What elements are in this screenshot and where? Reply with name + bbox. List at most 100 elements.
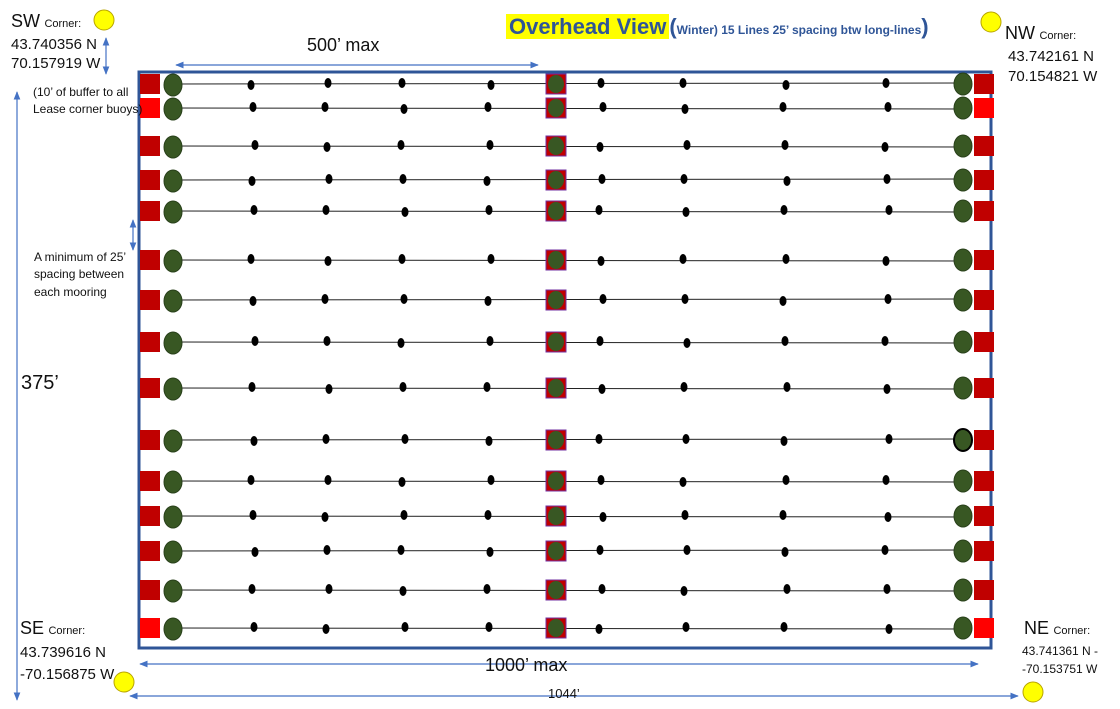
longline-buoy — [251, 336, 259, 346]
west-anchor-marker — [140, 471, 160, 491]
longline-buoy — [681, 104, 689, 114]
west-anchor-marker — [140, 541, 160, 561]
east-anchor-marker — [974, 170, 994, 190]
longline-row — [140, 96, 994, 121]
longline-buoy — [882, 256, 890, 266]
longline-row — [140, 578, 994, 603]
longline-buoy — [251, 140, 259, 150]
center-mooring-buoy — [548, 171, 564, 189]
center-mooring-buoy — [548, 507, 564, 525]
west-mooring-buoy — [163, 429, 183, 453]
east-mooring-buoy — [953, 330, 973, 354]
sw-corner-lon: 70.157919 W — [11, 55, 101, 72]
longline-buoy — [401, 434, 409, 444]
longline-buoy — [322, 205, 330, 215]
east-anchor-marker — [974, 430, 994, 450]
west-anchor-marker — [140, 506, 160, 526]
west-mooring-buoy — [163, 249, 183, 273]
longline-buoy — [485, 205, 493, 215]
nw-corner-label: NW — [1005, 23, 1035, 43]
west-mooring-buoy — [163, 135, 183, 159]
center-mooring-buoy — [548, 75, 564, 93]
east-anchor-marker — [974, 332, 994, 352]
title-highlight: Overhead View — [506, 14, 670, 39]
longline-buoy — [397, 545, 405, 555]
west-anchor-marker — [140, 332, 160, 352]
west-anchor-marker — [140, 618, 160, 638]
height-label: 375’ — [21, 372, 59, 394]
title-subtitle: Winter) 15 Lines 25’ spacing btw long-li… — [676, 23, 922, 37]
longline-row — [140, 428, 994, 453]
west-anchor-marker — [140, 136, 160, 156]
longline — [171, 82, 963, 85]
longline-buoy — [324, 475, 332, 485]
longline — [171, 298, 963, 301]
east-anchor-marker — [974, 618, 994, 638]
dimension-arrows — [13, 37, 1019, 701]
longline-buoy — [881, 336, 889, 346]
west-anchor-marker — [140, 98, 160, 118]
longline-buoy — [599, 102, 607, 112]
west-anchor-marker — [140, 580, 160, 600]
center-mooring-buoy — [548, 99, 564, 117]
west-anchor-marker — [140, 201, 160, 221]
longline-buoy — [683, 140, 691, 150]
longline-buoy — [248, 176, 256, 186]
longline-buoy — [597, 78, 605, 88]
longline-buoy — [325, 174, 333, 184]
width-half-label: 500’ max — [307, 35, 380, 55]
longline-buoy — [780, 205, 788, 215]
longline-buoy — [485, 436, 493, 446]
longline-buoy — [487, 80, 495, 90]
west-mooring-buoy — [163, 540, 183, 564]
se-corner-suffix: Corner: — [48, 625, 86, 637]
east-anchor-marker — [974, 541, 994, 561]
longline-buoy — [249, 102, 257, 112]
se-corner-heading: SE Corner: — [20, 618, 86, 639]
longline-buoy — [884, 294, 892, 304]
longline-buoy — [401, 622, 409, 632]
longline-buoy — [679, 254, 687, 264]
longline-buoy — [782, 475, 790, 485]
longline-buoy — [779, 102, 787, 112]
longline-buoy — [597, 256, 605, 266]
longline-buoy — [250, 436, 258, 446]
longline-buoy — [322, 434, 330, 444]
sw-corner-suffix: Corner: — [44, 18, 82, 30]
longline-buoy — [598, 174, 606, 184]
buffer-note: (10’ of buffer to all Lease corner buoys… — [33, 85, 143, 117]
lease-boundary — [137, 70, 993, 650]
longline-buoy — [400, 104, 408, 114]
east-anchor-marker — [974, 290, 994, 310]
longline — [171, 107, 963, 110]
west-mooring-buoy — [163, 289, 183, 313]
west-anchor-marker — [140, 74, 160, 94]
east-anchor-marker — [974, 471, 994, 491]
nw-corner-heading: NW Corner: — [1005, 23, 1077, 44]
longline-buoy — [484, 102, 492, 112]
longline-buoy — [484, 510, 492, 520]
total-width-label: 1044’ — [548, 686, 580, 701]
longline-buoy — [682, 622, 690, 632]
diagram-title: Overhead View (Winter) 15 Lines 25’ spaci… — [506, 14, 929, 40]
longline-buoy — [321, 102, 329, 112]
longline-buoy — [248, 382, 256, 392]
longline-buoy — [398, 78, 406, 88]
longline-row — [140, 616, 994, 641]
ne-corner-lat: 43.741361 N - — [1022, 644, 1099, 658]
east-mooring-buoy — [953, 199, 973, 223]
west-anchor-marker — [140, 170, 160, 190]
longline-row — [140, 376, 994, 401]
longline-buoy — [683, 338, 691, 348]
longline-buoy — [483, 176, 491, 186]
nw-corner-suffix: Corner: — [1039, 30, 1077, 42]
longline-buoy — [782, 254, 790, 264]
center-mooring-buoy — [548, 379, 564, 397]
longline — [171, 627, 963, 630]
longline-buoy — [681, 510, 689, 520]
center-mooring-buoy — [548, 137, 564, 155]
longline-buoy — [883, 384, 891, 394]
west-mooring-buoy — [163, 200, 183, 224]
longline-buoy — [322, 624, 330, 634]
